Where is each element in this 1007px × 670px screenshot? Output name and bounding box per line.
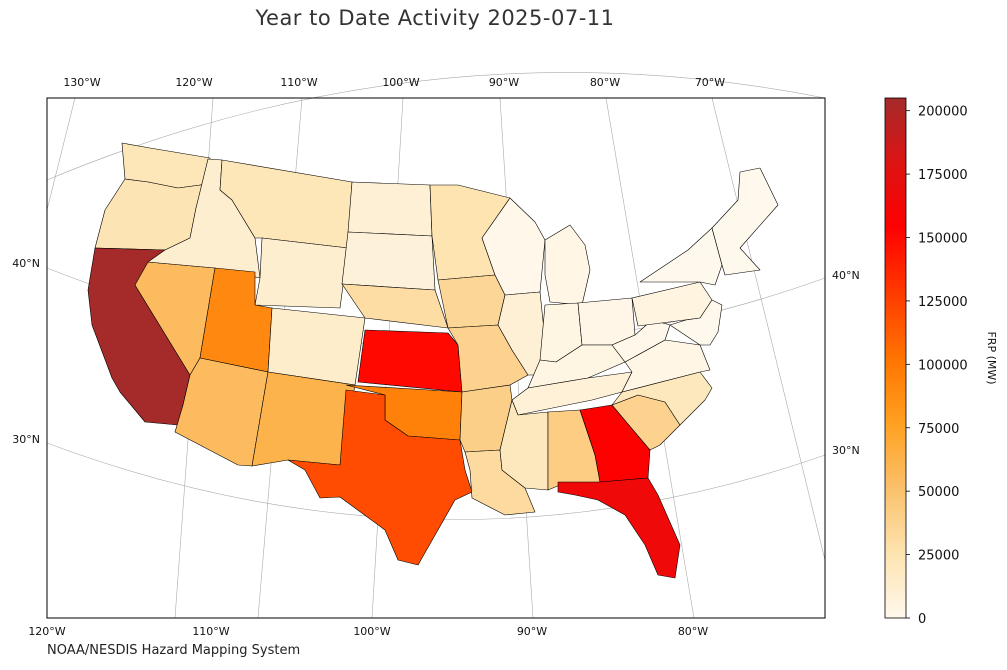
state-texas[interactable] <box>287 389 473 566</box>
colorbar-tick-label: 0 <box>918 612 926 627</box>
state-kansas[interactable] <box>357 329 463 393</box>
colorbar-tick-label: 175000 <box>918 168 968 183</box>
map-frame <box>46 97 826 619</box>
bottom-lon-label: 110°W <box>192 625 229 638</box>
state-north-dakota[interactable] <box>347 181 433 237</box>
colorbar-tick-label: 150000 <box>918 232 968 247</box>
colorbar-tick-label: 200000 <box>918 105 968 120</box>
left-lat-label: 40°N <box>12 257 40 270</box>
top-lon-label: 130°W <box>63 76 100 89</box>
states-layer <box>87 142 779 579</box>
state-ohio[interactable] <box>577 297 636 346</box>
credit-text: NOAA/NESDIS Hazard Mapping System <box>47 643 301 658</box>
state-florida[interactable] <box>557 477 681 579</box>
state-iowa[interactable] <box>437 274 506 329</box>
colorbar-label: FRP (MW) <box>985 331 998 384</box>
colorbar-tick-label: 125000 <box>918 295 968 310</box>
top-lon-label: 80°W <box>590 76 620 89</box>
state-south-dakota[interactable] <box>341 231 436 291</box>
map-title: Year to Date Activity 2025-07-11 <box>255 6 615 30</box>
left-lat-label: 30°N <box>12 433 40 446</box>
colorbar <box>884 97 907 619</box>
state-new-york[interactable] <box>639 227 723 286</box>
top-lon-label: 110°W <box>280 76 317 89</box>
state-wyoming[interactable] <box>254 237 349 309</box>
colorbar-tick-label: 50000 <box>918 485 959 500</box>
top-lon-label: 70°W <box>695 76 725 89</box>
state-michigan[interactable] <box>544 224 591 306</box>
bottom-lon-label: 100°W <box>353 625 390 638</box>
colorbar-tick-label: 75000 <box>918 422 959 437</box>
top-lon-label: 120°W <box>175 76 212 89</box>
state-north-carolina[interactable] <box>611 371 713 426</box>
colorbar-tick-label: 100000 <box>918 358 968 373</box>
right-lat-label: 30°N <box>832 444 860 457</box>
right-lat-label: 40°N <box>832 269 860 282</box>
colorbar-tick-label: 25000 <box>918 549 959 564</box>
bottom-lon-label: 90°W <box>517 625 547 638</box>
top-lon-label: 90°W <box>489 76 519 89</box>
state-colorado[interactable] <box>267 307 366 386</box>
bottom-lon-label: 120°W <box>28 625 65 638</box>
bottom-lon-label: 80°W <box>678 625 708 638</box>
state-mid-atlantic[interactable] <box>669 299 723 346</box>
state-wisconsin[interactable] <box>481 197 546 296</box>
colorbar-ticks: 0 25000 50000 75000 100000 125000 150000 175000… <box>906 105 968 627</box>
top-lon-label: 100°W <box>382 76 419 89</box>
state-new-england[interactable] <box>711 167 779 276</box>
state-new-mexico[interactable] <box>251 371 356 467</box>
state-virginia[interactable] <box>621 339 711 393</box>
